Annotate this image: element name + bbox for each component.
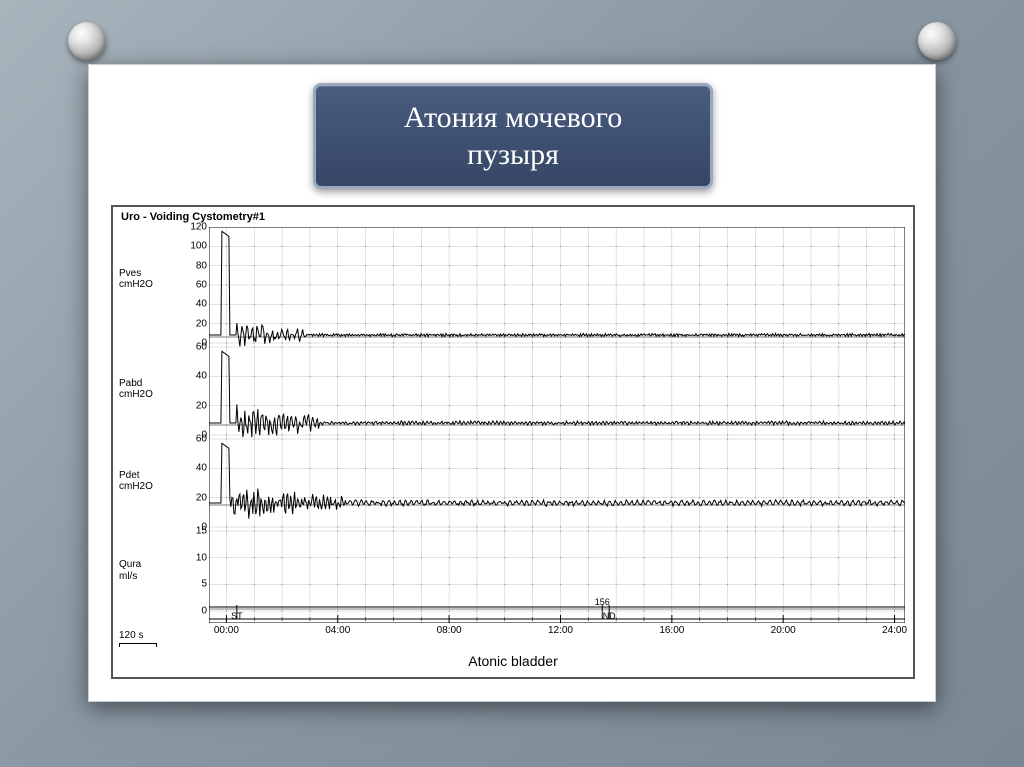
time-scale-bar: 120 s — [119, 630, 157, 647]
plot-area — [209, 227, 905, 623]
slide-card: Атония мочевогопузыря Uro - Voiding Cyst… — [88, 64, 936, 702]
x-tick: 24:00 — [882, 625, 907, 636]
x-tick: 04:00 — [325, 625, 350, 636]
channel-label: PdetcmH2O — [119, 470, 153, 493]
scale-bar-label: 120 s — [119, 630, 143, 641]
slide-title-box: Атония мочевогопузыря — [313, 83, 713, 189]
channel-label: Quraml/s — [119, 559, 141, 582]
y-tick: 5 — [201, 579, 207, 590]
y-tick: 40 — [196, 371, 207, 382]
y-tick: 60 — [196, 434, 207, 445]
event-markers: ST156ND — [209, 603, 905, 625]
x-axis-title: Atonic bladder — [113, 653, 913, 669]
y-tick: 15 — [196, 526, 207, 537]
channel-label: PvescmH2O — [119, 268, 153, 291]
x-tick: 20:00 — [771, 625, 796, 636]
x-tick: 08:00 — [437, 625, 462, 636]
y-tick: 20 — [196, 492, 207, 503]
y-tick: 20 — [196, 400, 207, 411]
y-tick: 40 — [196, 299, 207, 310]
y-tick-labels: 02040608010012002040600204060051015 — [175, 227, 207, 623]
y-tick: 80 — [196, 260, 207, 271]
y-tick: 40 — [196, 463, 207, 474]
marker-label: ST — [231, 611, 243, 621]
channel-names: PvescmH2O PabdcmH2O PdetcmH2O Quraml/s — [119, 227, 173, 623]
y-tick: 20 — [196, 318, 207, 329]
x-tick: 12:00 — [548, 625, 573, 636]
x-tick: 16:00 — [659, 625, 684, 636]
y-tick: 100 — [190, 241, 207, 252]
y-tick: 120 — [190, 222, 207, 233]
x-tick-labels: 00:00 04:00 08:00 12:00 16:00 20:00 24:00 — [209, 625, 905, 641]
plot-svg — [209, 227, 905, 623]
x-tick: 00:00 — [214, 625, 239, 636]
cystometry-chart: Uro - Voiding Cystometry#1 PvescmH2OPabd… — [111, 205, 915, 679]
channel-label: PabdcmH2O — [119, 378, 153, 401]
pushpin-top-right — [918, 22, 956, 60]
scale-bar-line — [119, 643, 157, 647]
marker-label: 156 — [595, 597, 610, 607]
y-tick: 10 — [196, 552, 207, 563]
y-tick: 60 — [196, 342, 207, 353]
y-tick: 60 — [196, 280, 207, 291]
y-tick: 0 — [201, 606, 207, 617]
marker-label: ND — [603, 611, 616, 621]
pushpin-top-left — [68, 22, 106, 60]
slide-title: Атония мочевогопузыря — [404, 99, 622, 174]
